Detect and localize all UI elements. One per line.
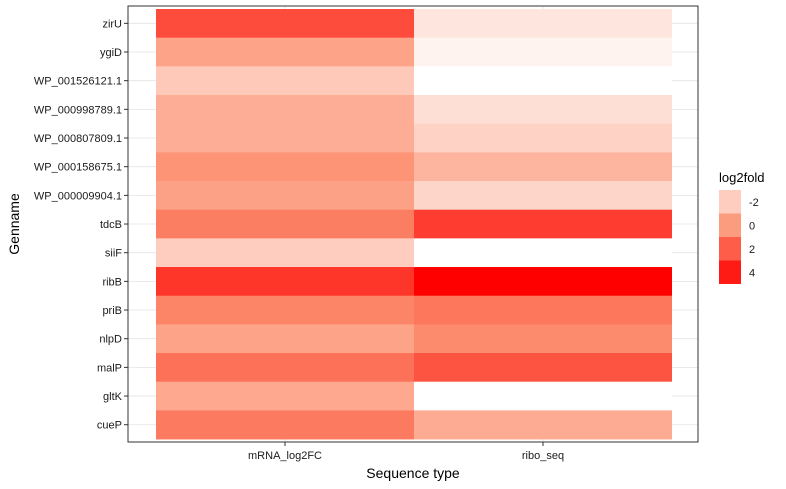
y-tick-label: WP_000158675.1 xyxy=(34,162,122,174)
y-axis-title: Genname xyxy=(6,193,22,255)
legend-key xyxy=(719,260,741,284)
heatmap-cell xyxy=(156,410,414,440)
y-tick-label: ygiD xyxy=(100,47,122,59)
y-tick-label: priB xyxy=(102,305,122,317)
heatmap-cell xyxy=(156,123,414,153)
heatmap-cell xyxy=(414,152,672,182)
heatmap-cell xyxy=(414,37,672,67)
legend-label: -2 xyxy=(749,197,759,209)
heatmap-cell xyxy=(414,295,672,325)
heatmap-cell xyxy=(414,353,672,383)
legend-key xyxy=(719,237,741,261)
x-tick-label: mRNA_log2FC xyxy=(248,450,322,462)
heatmap-cell xyxy=(156,353,414,383)
y-tick-label: gltK xyxy=(103,391,123,403)
y-tick-label: WP_001526121.1 xyxy=(34,76,122,88)
heatmap-cell xyxy=(156,381,414,411)
heatmap-cell xyxy=(414,181,672,211)
heatmap-cell xyxy=(414,267,672,297)
heatmap-cell xyxy=(156,66,414,96)
y-tick-label: nlpD xyxy=(99,334,122,346)
y-tick-label: WP_000998789.1 xyxy=(34,104,122,116)
legend-label: 2 xyxy=(749,244,755,256)
heatmap-cell xyxy=(414,381,672,411)
y-tick-label: WP_000807809.1 xyxy=(34,133,122,145)
heatmap-cell xyxy=(414,9,672,39)
heatmap-cell xyxy=(414,238,672,268)
heatmap-cell xyxy=(414,410,672,440)
y-tick-label: ribB xyxy=(102,276,122,288)
heatmap-cell xyxy=(156,9,414,39)
heatmap-cell xyxy=(414,66,672,96)
heatmap-cell xyxy=(156,152,414,182)
y-tick-label: tdcB xyxy=(100,219,122,231)
y-axis-ticks: zirU ygiD WP_001526121.1 WP_000998789.1 WP_0… xyxy=(34,18,128,432)
heatmap-cell xyxy=(156,95,414,125)
legend-label: 0 xyxy=(749,220,755,232)
legend-key xyxy=(719,190,741,214)
heatmap-cell xyxy=(156,324,414,354)
heatmap-cell xyxy=(156,295,414,325)
legend: log2fold -2 0 2 4 xyxy=(719,170,765,284)
heatmap-cell xyxy=(414,95,672,125)
heatmap-cells xyxy=(156,9,672,440)
y-tick-label: siiF xyxy=(105,248,122,260)
legend-label: 4 xyxy=(749,267,755,279)
legend-title: log2fold xyxy=(719,170,765,185)
heatmap-cell xyxy=(156,267,414,297)
heatmap-cell xyxy=(156,209,414,239)
heatmap-cell xyxy=(156,181,414,211)
heatmap-cell xyxy=(156,238,414,268)
x-axis-ticks: mRNA_log2FC ribo_seq xyxy=(248,442,564,462)
x-tick-label: ribo_seq xyxy=(522,450,564,462)
legend-key xyxy=(719,213,741,237)
y-tick-label: cueP xyxy=(97,420,122,432)
y-tick-label: malP xyxy=(97,362,122,374)
heatmap-cell xyxy=(156,37,414,67)
y-tick-label: WP_000009904.1 xyxy=(34,190,122,202)
heatmap-cell xyxy=(414,209,672,239)
y-tick-label: zirU xyxy=(102,18,122,30)
heatmap-cell xyxy=(414,123,672,153)
heatmap-cell xyxy=(414,324,672,354)
x-axis-title: Sequence type xyxy=(366,465,460,481)
